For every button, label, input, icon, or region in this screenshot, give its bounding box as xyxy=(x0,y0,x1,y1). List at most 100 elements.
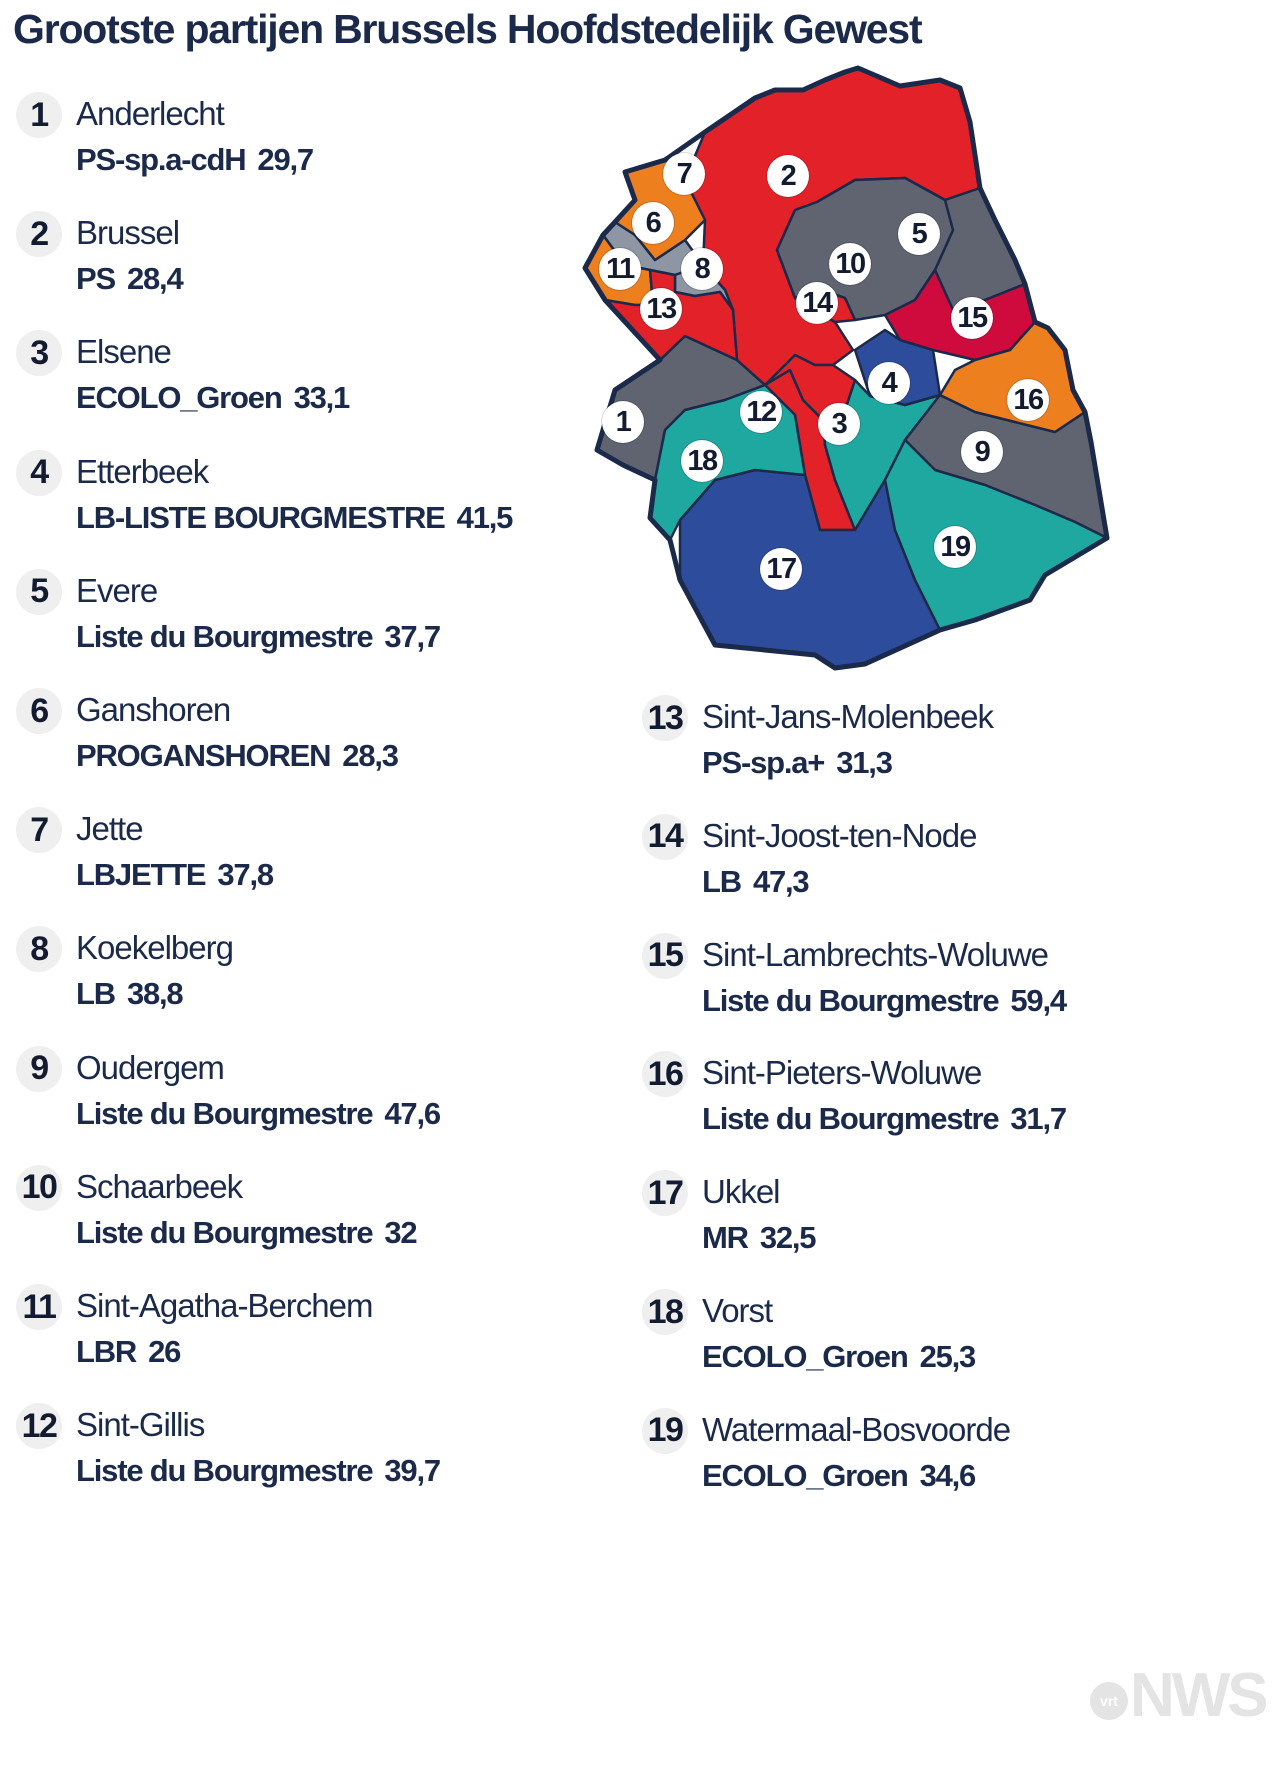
municipality-number: 5 xyxy=(16,568,62,615)
party-percent: 32,5 xyxy=(759,1220,817,1256)
map-marker: 15 xyxy=(951,297,993,339)
map-marker-disc xyxy=(868,362,910,404)
map-marker-number: 5 xyxy=(911,218,928,250)
party-name: PS xyxy=(76,261,116,297)
map-marker-number: 13 xyxy=(646,293,677,325)
map-marker-disc xyxy=(796,282,838,324)
party-name: ECOLO_Groen xyxy=(76,380,283,416)
map-marker: 13 xyxy=(640,288,682,330)
map-marker: 8 xyxy=(681,248,723,290)
map-marker-disc xyxy=(681,440,723,482)
party-name: Liste du Bourgmestre xyxy=(76,1214,374,1250)
municipality-name: Ukkel xyxy=(702,1173,781,1211)
map-marker-disc xyxy=(934,526,976,568)
municipality-number: 7 xyxy=(16,807,62,854)
party-percent: 31,3 xyxy=(836,745,893,780)
party-result: PS 28,4 xyxy=(76,261,184,297)
map-marker: 16 xyxy=(1007,379,1049,421)
municipality-number: 19 xyxy=(642,1407,688,1454)
map-marker-number: 17 xyxy=(766,553,797,585)
party-result: PROGANSHOREN 28,3 xyxy=(76,738,399,774)
municipality-name: Sint-Lambrechts-Woluwe xyxy=(702,935,1049,973)
party-name: PS-sp.a-cdH xyxy=(76,142,247,177)
party-name: Liste du Bourgmestre xyxy=(702,1101,1000,1137)
party-percent: 32 xyxy=(384,1214,417,1250)
map-marker-disc xyxy=(898,213,940,255)
map-marker-number: 15 xyxy=(957,302,988,334)
municipality-number: 12 xyxy=(16,1403,62,1450)
municipality-number: 3 xyxy=(16,330,62,377)
municipality-number: 18 xyxy=(642,1289,688,1335)
party-name: LB xyxy=(76,976,116,1012)
map-marker-number: 9 xyxy=(974,436,991,468)
party-percent: 34,6 xyxy=(919,1457,977,1493)
municipality-name: Vorst xyxy=(702,1292,773,1329)
municipality-name: Koekelberg xyxy=(76,929,234,967)
municipality-number: 8 xyxy=(16,926,62,973)
municipality-number: 6 xyxy=(16,688,62,734)
party-name: ECOLO_Groen xyxy=(702,1339,909,1374)
map-marker-disc xyxy=(640,288,682,330)
party-name: LB-LISTE BOURGMESTRE xyxy=(76,499,446,535)
party-percent: 59,4 xyxy=(1010,982,1067,1018)
party-name: MR xyxy=(702,1220,749,1256)
municipality-name: Oudergem xyxy=(76,1048,225,1086)
map-marker-disc xyxy=(829,243,871,285)
map-marker-number: 10 xyxy=(835,248,866,280)
logo-nws-wordmark: NWS xyxy=(1130,1661,1269,1730)
map-marker-disc xyxy=(599,248,641,290)
party-name: Liste du Bourgmestre xyxy=(702,982,1000,1018)
map-marker: 18 xyxy=(681,440,723,482)
party-percent: 25,3 xyxy=(919,1339,977,1374)
party-result: LB 38,8 xyxy=(76,976,184,1012)
municipality-name: Sint-Jans-Molenbeek xyxy=(702,698,994,735)
party-result: LB-LISTE BOURGMESTRE 41,5 xyxy=(76,499,514,536)
map-marker-disc xyxy=(951,297,993,339)
party-result: Liste du Bourgmestre 59,4 xyxy=(702,982,1067,1019)
party-name: LBJETTE xyxy=(76,857,207,893)
party-name: Liste du Bourgmestre xyxy=(76,1095,374,1131)
map-marker: 9 xyxy=(961,431,1003,473)
map-marker-disc xyxy=(1007,379,1049,421)
party-percent: 26 xyxy=(148,1334,181,1369)
municipality-name: Elsene xyxy=(76,333,172,371)
map-marker-number: 6 xyxy=(645,207,662,239)
party-result: PS-sp.a+ 31,3 xyxy=(702,745,893,781)
map-marker: 7 xyxy=(663,153,705,195)
party-result: LB 47,3 xyxy=(702,863,810,900)
party-percent: 38,8 xyxy=(126,976,184,1012)
party-percent: 47,3 xyxy=(752,863,810,899)
map-marker-number: 7 xyxy=(676,158,693,190)
map-marker-disc xyxy=(632,202,674,244)
municipality-number: 11 xyxy=(16,1284,62,1330)
map-marker-disc xyxy=(760,548,802,590)
municipality-number: 9 xyxy=(16,1045,62,1092)
map-marker-disc xyxy=(602,401,644,443)
map-marker-number: 11 xyxy=(606,253,635,285)
party-percent: 31,7 xyxy=(1010,1101,1067,1137)
party-result: MR 32,5 xyxy=(702,1220,817,1256)
map-marker-number: 2 xyxy=(780,160,797,192)
brussels-map: 1 2 3 4 5 6 7 8 9 10 11 12 13 14 15 16 17 18 19 xyxy=(555,60,1275,780)
party-result: Liste du Bourgmestre 39,7 xyxy=(76,1453,441,1489)
municipality-number: 2 xyxy=(16,211,62,258)
municipality-number: 4 xyxy=(16,449,62,496)
party-result: ECOLO_Groen 33,1 xyxy=(76,380,351,416)
map-marker: 10 xyxy=(829,243,871,285)
party-percent: 41,5 xyxy=(456,499,514,535)
party-percent: 37,8 xyxy=(217,857,274,893)
municipality-number: 17 xyxy=(642,1170,688,1217)
municipality-name: Jette xyxy=(76,810,144,848)
party-name: Liste du Bourgmestre xyxy=(76,618,374,654)
municipality-name: Ganshoren xyxy=(76,691,231,728)
party-percent: 47,6 xyxy=(384,1095,441,1131)
municipality-name: Watermaal-Bosvoorde xyxy=(702,1410,1011,1448)
map-marker: 2 xyxy=(767,155,809,197)
page-title: Grootste partijen Brussels Hoofdstedelij… xyxy=(13,6,923,52)
municipality-name: Sint-Gillis xyxy=(76,1406,205,1444)
municipality-name: Sint-Pieters-Woluwe xyxy=(702,1054,982,1092)
vrt-nws-logo: vrt NWS xyxy=(1090,1660,1269,1750)
party-name: PROGANSHOREN xyxy=(76,738,331,773)
party-percent: 33,1 xyxy=(293,380,351,416)
map-marker-disc xyxy=(740,391,782,433)
